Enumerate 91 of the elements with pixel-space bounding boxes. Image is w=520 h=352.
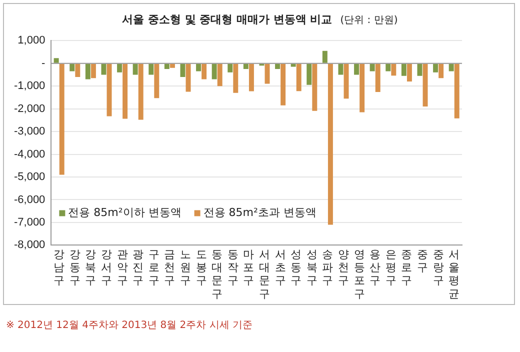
bar	[180, 64, 186, 77]
x-tick-label: 양천구	[338, 248, 349, 288]
bar	[264, 64, 270, 84]
x-tick-label: 중구	[417, 248, 428, 274]
bar	[164, 64, 170, 70]
x-tick-label: 마포구	[243, 248, 254, 288]
bar	[391, 64, 396, 76]
x-tick-label: 영등포구	[354, 248, 365, 300]
y-tick-label: 1,000	[18, 34, 46, 47]
y-tick-label: -3,000	[14, 126, 46, 138]
x-tick-label: 노원구	[180, 248, 191, 288]
bar	[148, 64, 154, 75]
y-tick-label: -6,000	[14, 194, 46, 206]
y-tick-label: -8,000	[14, 239, 46, 252]
y-tick-label: -1,000	[14, 80, 46, 92]
x-tick-label: 동대문구	[212, 248, 223, 300]
y-tick-label: -5,000	[14, 171, 46, 184]
bar	[375, 64, 380, 92]
x-tick-label: 성동구	[290, 248, 302, 288]
bar	[186, 64, 191, 92]
chart-title: 서울 중소형 및 중대형 매매가 변동액 비교	[122, 13, 332, 26]
bar	[75, 64, 80, 77]
bar	[170, 64, 175, 68]
bar	[417, 64, 422, 76]
bar	[154, 64, 160, 98]
legend-label: 전용 85m²초과 변동액	[203, 206, 316, 220]
bar	[138, 64, 144, 120]
y-tick-label: -4,000	[14, 148, 46, 160]
bar	[212, 64, 217, 80]
x-tick-label: 용산구	[370, 248, 381, 288]
bar	[117, 64, 122, 72]
bar	[106, 64, 112, 116]
bar	[243, 64, 248, 70]
x-tick-label: 관악구	[116, 248, 128, 288]
bar	[386, 64, 391, 72]
bar	[448, 64, 454, 72]
bar	[217, 64, 222, 86]
bar	[280, 64, 286, 106]
bar	[438, 64, 444, 78]
chart-subtitle: (단위 : 만원)	[340, 15, 398, 26]
bar	[406, 64, 412, 82]
bar	[132, 64, 138, 75]
x-tick-label: 강북구	[85, 248, 96, 288]
bar	[312, 64, 318, 111]
bar	[401, 64, 406, 76]
bar	[202, 64, 207, 80]
bar	[101, 64, 106, 75]
x-tick-label: 서울 평균	[448, 248, 460, 300]
x-tick-label: 금천구	[164, 248, 176, 288]
bar	[433, 64, 438, 72]
bar	[296, 64, 302, 92]
x-tick-label: 송파구	[322, 248, 334, 288]
bar	[54, 58, 59, 63]
bar	[306, 64, 312, 85]
bar	[228, 64, 233, 72]
x-tick-label: 강서구	[100, 248, 112, 288]
x-tick-label: 성북구	[306, 248, 318, 288]
bar	[90, 64, 96, 78]
bar	[328, 64, 333, 225]
bar	[196, 64, 202, 72]
bar	[370, 64, 375, 72]
bar	[422, 64, 428, 107]
x-tick-label: 광진구	[132, 248, 144, 288]
bar	[59, 64, 64, 175]
x-tick-label: 구로구	[148, 248, 160, 288]
bar	[338, 64, 344, 75]
bar	[322, 50, 328, 63]
bar	[233, 64, 238, 93]
x-tick-label: 종로구	[401, 248, 412, 288]
bar	[360, 64, 365, 112]
text: ※ 2012년 12월 4주차와 2013년 8월 2주차 시세 기준	[6, 319, 253, 332]
bar	[454, 64, 460, 118]
x-tick-label: 강동구	[69, 248, 80, 288]
bar	[122, 64, 128, 119]
bar	[248, 64, 254, 92]
x-tick-label: 서초구	[274, 248, 286, 288]
x-tick-label: 도봉구	[196, 248, 207, 288]
y-tick-label: -2,000	[14, 102, 46, 115]
y-tick-label: -	[42, 57, 46, 70]
x-tick-label: 강남구	[54, 248, 65, 288]
bar	[344, 64, 349, 99]
legend-label: 전용 85m²이하 변동액	[68, 206, 182, 220]
bar	[85, 64, 90, 80]
bar	[275, 64, 280, 70]
bar	[70, 64, 75, 72]
bar	[354, 64, 360, 75]
x-tick-label: 은평구	[385, 248, 396, 288]
x-tick-label: 서대문구	[258, 248, 270, 300]
x-tick-label: 동작구	[227, 248, 238, 288]
y-tick-label: -7,000	[14, 216, 46, 228]
x-tick-label: 중랑구	[432, 248, 444, 288]
